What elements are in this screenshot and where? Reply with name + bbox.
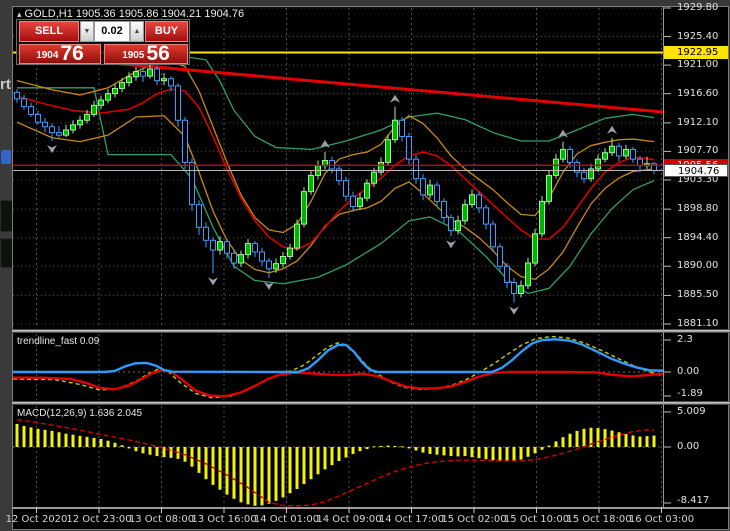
price-axis-label: 1881.10 <box>677 317 719 329</box>
one-click-trading-panel: SELL ▼ 0.02 ▲ BUY 1904 76 1905 56 <box>16 19 190 65</box>
fractal-up-icon <box>320 140 330 149</box>
fractal-up-icon <box>390 94 400 103</box>
trendline-axis-label: 0.00 <box>677 366 700 377</box>
axis-frame <box>36 7 671 513</box>
trendline-panel-lines <box>13 335 663 399</box>
time-axis-label: 14 Oct 17:00 <box>378 514 445 525</box>
macd-axis-label: -8.417 <box>677 495 710 506</box>
panel-separator[interactable] <box>12 401 730 405</box>
price-axis-label: 1898.80 <box>677 203 719 215</box>
fractal-up-icon <box>558 129 568 138</box>
fractal-down-icon <box>208 277 218 286</box>
panel-separator[interactable] <box>12 329 730 333</box>
sell-price-major: 1904 <box>36 50 59 61</box>
time-axis-label: 14 Oct 01:00 <box>253 514 320 525</box>
fractal-down-icon <box>446 240 456 249</box>
buy-button[interactable]: BUY <box>145 21 188 42</box>
candles <box>14 62 657 303</box>
yellow-level-price-box: 1922.95 <box>664 45 728 59</box>
time-axis-label: 13 Oct 16:00 <box>191 514 257 525</box>
time-axis-separator <box>12 507 730 509</box>
buy-price-pips: 56 <box>146 42 170 65</box>
time-axis-label: 12 Oct 2020 <box>5 514 68 525</box>
price-axis-label: 1921.00 <box>677 59 719 71</box>
macd-axis-label: 5.009 <box>677 406 706 417</box>
chart-title-text: GOLD,H1 1905.36 1905.86 1904.21 1904.76 <box>24 8 245 20</box>
chevron-up-icon: ▲ <box>133 28 141 35</box>
macd-signal-line <box>16 419 655 507</box>
price-axis-label: 1890.00 <box>677 260 719 272</box>
buy-quote-button[interactable]: 1905 56 <box>104 42 188 65</box>
trendline-axis-label: -1.89 <box>677 388 703 399</box>
time-axis-label: 13 Oct 08:00 <box>128 514 195 525</box>
chevron-down-icon: ▼ <box>83 28 91 35</box>
lot-size-input[interactable]: 0.02 <box>94 21 130 42</box>
trendline-indicator-label: trendline_fast 0.09 <box>17 336 100 347</box>
fractal-down-icon <box>47 145 57 154</box>
price-axis-label: 1907.70 <box>677 145 719 157</box>
time-axis-label: 15 Oct 10:00 <box>503 514 570 525</box>
price-axis-label: 1885.50 <box>677 289 719 301</box>
chart-title: ▴ GOLD,H1 1905.36 1905.86 1904.21 1904.76 <box>17 8 244 20</box>
lot-increase-button[interactable]: ▲ <box>130 21 144 42</box>
sell-price-pips: 76 <box>60 42 84 65</box>
sell-button[interactable]: SELL <box>19 21 79 42</box>
fractal-arrows <box>47 50 617 315</box>
price-axis-label: 1925.40 <box>677 30 719 42</box>
time-axis-label: 14 Oct 09:00 <box>316 514 382 525</box>
chart-expand-icon[interactable]: ▴ <box>17 9 22 19</box>
fractal-down-icon <box>264 281 274 290</box>
price-axis-label: 1903.30 <box>677 173 719 185</box>
time-axis-label: 15 Oct 18:00 <box>566 514 632 525</box>
price-axis-label: 1912.10 <box>677 116 719 128</box>
chart-window <box>12 6 729 530</box>
fractal-up-icon <box>607 125 617 134</box>
macd-indicator-label: MACD(12,26,9) 1.636 2.045 <box>17 408 143 419</box>
taskbar-icon[interactable] <box>1 150 11 164</box>
price-axis-label: 1929.80 <box>677 2 719 13</box>
desktop-text-fragment: rt <box>0 76 11 93</box>
price-axis-label: 1894.40 <box>677 231 719 243</box>
red-trendline <box>87 59 664 114</box>
trendline-axis-label: 2.3 <box>677 334 693 346</box>
bid-price-box: 1904.76 <box>664 163 728 177</box>
price-axis-label: 1916.60 <box>677 87 719 99</box>
trade-panel-row-quotes: 1904 76 1905 56 <box>18 42 188 65</box>
macd-axis-label: 0.00 <box>677 441 700 452</box>
time-axis-label: 15 Oct 02:00 <box>441 514 507 525</box>
sell-quote-button[interactable]: 1904 76 <box>19 42 101 65</box>
time-axis-label: 16 Oct 03:00 <box>628 514 695 525</box>
macd-histogram <box>15 423 656 506</box>
trade-panel-row-top: SELL ▼ 0.02 ▲ BUY <box>18 21 188 42</box>
time-axis-label: 12 Oct 23:00 <box>66 514 132 525</box>
buy-price-major: 1905 <box>122 50 145 61</box>
price-lines <box>13 164 663 171</box>
fractal-down-icon <box>509 306 519 315</box>
lot-decrease-button[interactable]: ▼ <box>80 21 94 42</box>
